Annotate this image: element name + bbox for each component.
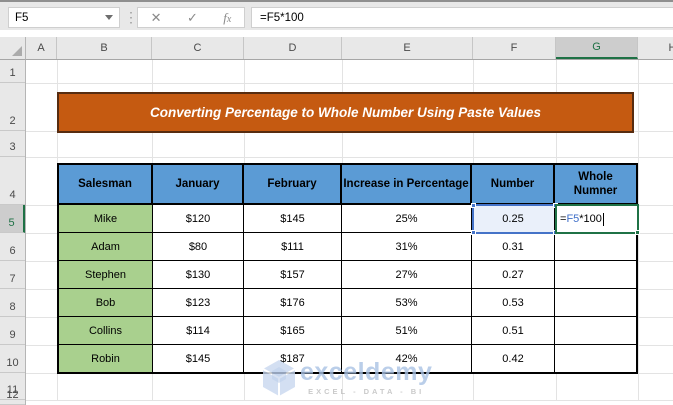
row-header-6[interactable]: 6 <box>0 233 25 261</box>
formula-buttons: ✕ ✓ fx <box>137 7 245 28</box>
table-cell[interactable]: 0.31 <box>472 233 555 261</box>
row-header-12[interactable]: 12 <box>0 389 25 405</box>
table-cell[interactable]: Collins <box>59 317 153 345</box>
table-cell[interactable]: $145 <box>153 345 244 372</box>
watermark-tagline: EXCEL - DATA - BI <box>308 387 425 397</box>
row-header-1[interactable]: 1 <box>0 60 25 83</box>
row-header-9[interactable]: 9 <box>0 317 25 345</box>
table-cell[interactable]: 0.25 <box>472 205 555 233</box>
row-header-3[interactable]: 3 <box>0 131 25 157</box>
name-box-value: F5 <box>15 11 29 24</box>
table-row-adam: Adam $80 $111 31% 0.31 <box>59 233 636 261</box>
table-row-robin: Robin $145 $187 42% 0.42 <box>59 345 636 372</box>
table-cell[interactable]: 27% <box>342 261 472 289</box>
cancel-icon[interactable]: ✕ <box>150 9 162 25</box>
row-header-11[interactable]: 11 <box>0 373 25 400</box>
row-header-8[interactable]: 8 <box>0 289 25 317</box>
table-cell[interactable]: $157 <box>244 261 342 289</box>
insert-function-icon[interactable]: fx <box>223 9 232 25</box>
fill-handle[interactable] <box>635 230 640 235</box>
table-cell[interactable]: $114 <box>153 317 244 345</box>
table-cell[interactable]: 0.53 <box>472 289 555 317</box>
more-options-icon[interactable]: ⋮ <box>124 9 138 25</box>
formula-in-cell: =F5*100 <box>560 213 602 225</box>
table-cell[interactable]: $123 <box>153 289 244 317</box>
table-row-collins: Collins $114 $165 51% 0.51 <box>59 317 636 345</box>
table-cell[interactable]: Adam <box>59 233 153 261</box>
column-headers: ABCDEFGH <box>26 37 673 60</box>
column-header-C[interactable]: C <box>152 37 244 59</box>
column-header-E[interactable]: E <box>342 37 473 59</box>
table-cell[interactable] <box>555 317 636 345</box>
table-cell[interactable] <box>555 233 636 261</box>
cube-logo-icon <box>262 360 296 396</box>
table-cell[interactable]: $176 <box>244 289 342 317</box>
table-cell[interactable]: $187 <box>244 345 342 372</box>
gridline <box>26 157 673 158</box>
table-cell[interactable]: 51% <box>342 317 472 345</box>
table-row-stephen: Stephen $130 $157 27% 0.27 <box>59 261 636 289</box>
row-header-10[interactable]: 10 <box>0 345 25 373</box>
table-cell[interactable]: $130 <box>153 261 244 289</box>
table-cell[interactable]: Stephen <box>59 261 153 289</box>
table-cell[interactable]: Robin <box>59 345 153 372</box>
exceldemy-watermark: exceldemy EXCEL - DATA - BI <box>262 359 432 397</box>
gridline <box>26 400 673 401</box>
table-cell[interactable] <box>555 261 636 289</box>
row-header-7[interactable]: 7 <box>0 261 25 289</box>
formula-text: =F5*100 <box>260 11 304 24</box>
table-cell[interactable]: $165 <box>244 317 342 345</box>
text-cursor <box>602 212 604 226</box>
editing-cell[interactable]: =F5*100 <box>555 204 640 235</box>
table-cell[interactable]: $80 <box>153 233 244 261</box>
select-all-corner[interactable] <box>0 37 26 60</box>
enter-icon[interactable]: ✓ <box>186 9 198 25</box>
column-header-B[interactable]: B <box>57 37 152 59</box>
name-box[interactable]: F5 <box>8 7 120 28</box>
row-headers: 1 2 3 4 5 6 7 8 9 10 11 12 <box>0 60 26 405</box>
table-header-salesman[interactable]: Salesman <box>59 165 153 205</box>
name-box-dropdown-icon[interactable] <box>105 15 113 20</box>
table-cell[interactable]: 53% <box>342 289 472 317</box>
table-header-row: Salesman January February Increase in Perce… <box>59 165 636 205</box>
table-cell[interactable]: $111 <box>244 233 342 261</box>
column-header-H[interactable]: H <box>638 37 673 59</box>
table-cell[interactable] <box>555 345 636 372</box>
watermark-brand: exceldemy <box>300 358 433 386</box>
table-cell[interactable]: $145 <box>244 205 342 233</box>
table-cell[interactable]: 25% <box>342 205 472 233</box>
table-cell[interactable]: $120 <box>153 205 244 233</box>
formula-cell-reference: F5 <box>566 213 580 225</box>
table-header-increase-in-percentage[interactable]: Increase in Percentage <box>342 165 472 205</box>
column-header-D[interactable]: D <box>244 37 342 59</box>
table-header-february[interactable]: February <box>244 165 342 205</box>
table-cell[interactable]: 31% <box>342 233 472 261</box>
table-header-whole-numner[interactable]: Whole Numner <box>555 165 636 205</box>
table-cell[interactable]: 0.51 <box>472 317 555 345</box>
row-header-2[interactable]: 2 <box>0 83 25 131</box>
table-cell[interactable]: Mike <box>59 205 153 233</box>
column-header-F[interactable]: F <box>473 37 556 59</box>
table-cell[interactable]: 0.42 <box>472 345 555 372</box>
table-cell[interactable] <box>555 289 636 317</box>
table-cell[interactable]: 0.27 <box>472 261 555 289</box>
column-header-G[interactable]: G <box>556 37 638 59</box>
title-banner: Converting Percentage to Whole Number Us… <box>57 92 634 133</box>
row-header-4[interactable]: 4 <box>0 157 25 205</box>
table-row-bob: Bob $123 $176 53% 0.53 <box>59 289 636 317</box>
formula-input[interactable]: =F5*100 <box>251 7 673 28</box>
gridline <box>26 83 673 84</box>
data-table: Salesman January February Increase in Perce… <box>57 163 638 374</box>
row-header-5[interactable]: 5 <box>0 205 25 233</box>
banner-title: Converting Percentage to Whole Number Us… <box>149 105 542 120</box>
table-cell[interactable]: 42% <box>342 345 472 372</box>
column-header-A[interactable]: A <box>26 37 57 59</box>
table-header-january[interactable]: January <box>153 165 244 205</box>
table-row-mike: Mike $120 $145 25% 0.25 <box>59 205 636 233</box>
formula-bar-strip: F5 ⋮ ✕ ✓ fx =F5*100 <box>0 0 673 30</box>
table-header-number[interactable]: Number <box>472 165 555 205</box>
table-cell[interactable]: Bob <box>59 289 153 317</box>
select-all-triangle-icon <box>12 46 22 56</box>
